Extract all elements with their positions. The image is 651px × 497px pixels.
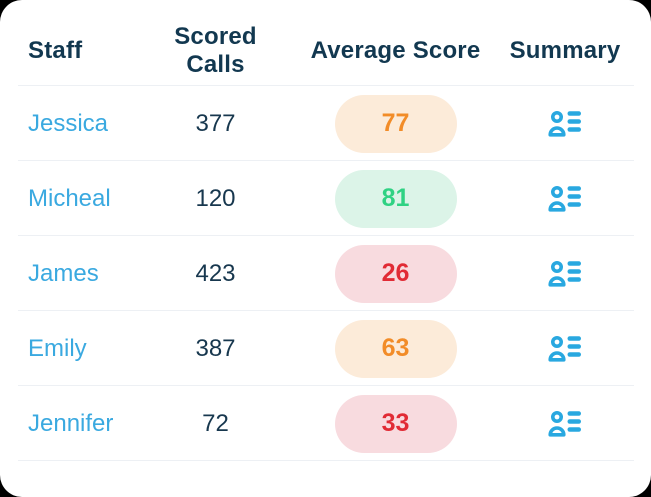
staff-name-link[interactable]: Micheal [28,184,111,212]
staff-name-link[interactable]: Jennifer [28,409,114,437]
scored-calls-value: 120 [195,184,236,212]
person-list-icon [548,183,583,212]
table-row: Jennifer 72 33 [0,386,651,461]
summary-button[interactable] [545,182,585,216]
column-header-scored-calls: Scored Calls [174,23,257,78]
average-score-badge: 77 [334,94,457,153]
scored-calls-value: 72 [202,409,229,437]
average-score-badge: 81 [334,169,457,228]
table-row: James 423 26 [0,236,651,311]
summary-button[interactable] [545,407,585,441]
person-list-icon [548,408,583,437]
scored-calls-value: 387 [195,334,236,362]
staff-name-link[interactable]: James [28,259,99,287]
average-score-badge: 63 [334,319,457,378]
column-header-staff: Staff [28,37,83,64]
table-header-row: Staff Scored Calls Average Score Summary [0,0,651,86]
table-row: Emily 387 63 [0,311,651,386]
summary-button[interactable] [545,332,585,366]
column-header-average-score: Average Score [310,37,481,64]
column-header-summary: Summary [509,37,621,64]
staff-name-link[interactable]: Emily [28,334,87,362]
table-row: Jessica 377 77 [0,86,651,161]
table-row: Micheal 120 81 [0,161,651,236]
scored-calls-value: 377 [195,109,236,137]
average-score-badge: 26 [334,244,457,303]
average-score-badge: 33 [334,394,457,453]
summary-button[interactable] [545,107,585,141]
person-list-icon [548,258,583,287]
staff-name-link[interactable]: Jessica [28,109,109,137]
person-list-icon [548,333,583,362]
person-list-icon [548,108,583,137]
scored-calls-value: 423 [195,259,236,287]
summary-button[interactable] [545,257,585,291]
